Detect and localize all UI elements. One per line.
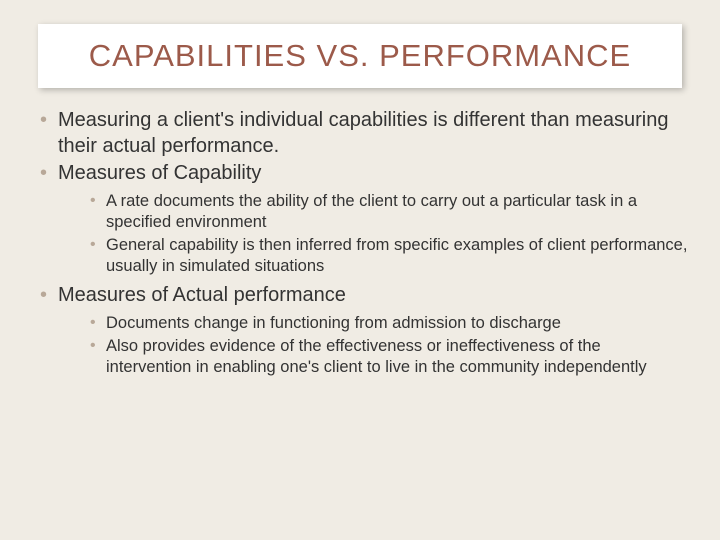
list-item: Documents change in functioning from adm… bbox=[88, 313, 690, 334]
bullet-text: Measures of Actual performance bbox=[58, 284, 346, 306]
list-item: Measuring a client's individual capabili… bbox=[36, 108, 690, 159]
list-item: Measures of Actual performance Documents… bbox=[36, 283, 690, 378]
list-item: Also provides evidence of the effectiven… bbox=[88, 336, 690, 378]
bullet-list: Measuring a client's individual capabili… bbox=[30, 108, 690, 378]
list-item: Measures of Capability A rate documents … bbox=[36, 161, 690, 277]
list-item: A rate documents the ability of the clie… bbox=[88, 191, 690, 233]
slide: CAPABILITIES VS. PERFORMANCE Measuring a… bbox=[0, 0, 720, 540]
slide-title: CAPABILITIES VS. PERFORMANCE bbox=[56, 38, 664, 74]
sub-list: A rate documents the ability of the clie… bbox=[58, 191, 690, 277]
bullet-text: Also provides evidence of the effectiven… bbox=[106, 337, 647, 376]
list-item: General capability is then inferred from… bbox=[88, 235, 690, 277]
title-box: CAPABILITIES VS. PERFORMANCE bbox=[38, 24, 682, 88]
bullet-text: A rate documents the ability of the clie… bbox=[106, 192, 637, 231]
sub-list: Documents change in functioning from adm… bbox=[58, 313, 690, 378]
bullet-text: Documents change in functioning from adm… bbox=[106, 314, 561, 332]
bullet-text: Measures of Capability bbox=[58, 162, 261, 184]
bullet-text: General capability is then inferred from… bbox=[106, 236, 687, 275]
bullet-text: Measuring a client's individual capabili… bbox=[58, 109, 668, 157]
